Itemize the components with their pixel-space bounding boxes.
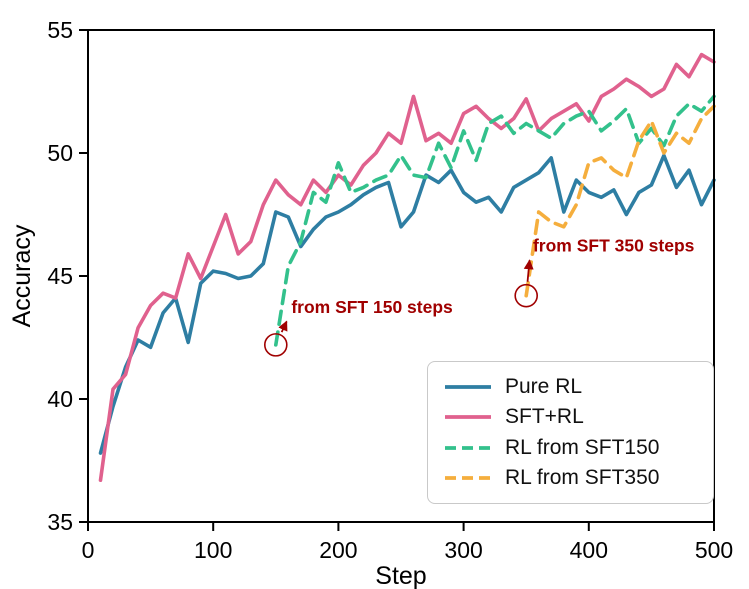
legend: Pure RL SFT+RL RL from SFT150 RL from SFT35… [427, 361, 714, 504]
legend-label: RL from SFT350 [505, 465, 660, 489]
legend-item-sft-rl: SFT+RL [444, 405, 697, 429]
legend-line-sample [445, 385, 491, 390]
x-tick-label: 400 [570, 537, 608, 563]
x-tick-label: 0 [82, 537, 95, 563]
axis-ticks: 0 100 200 300 400 500 35 40 45 50 55 [47, 17, 733, 563]
series-sft-rl [98, 52, 716, 483]
annotation-arrow [278, 320, 288, 333]
x-axis-label: Step [375, 562, 426, 589]
legend-line-sample [445, 475, 491, 480]
plot-frame [87, 29, 715, 523]
x-tick-label: 300 [444, 537, 482, 563]
legend-item-pure-rl: Pure RL [444, 375, 697, 399]
annotation-circle [514, 283, 539, 308]
x-tick-label: 100 [194, 537, 232, 563]
annotation-text: from SFT 150 steps [291, 297, 453, 317]
legend-label: SFT+RL [505, 405, 584, 429]
series-rl-from-sft350 [524, 104, 716, 298]
y-tick-label: 35 [47, 509, 73, 535]
series-lines [98, 52, 716, 483]
legend-label: Pure RL [505, 375, 583, 399]
y-tick-label: 55 [47, 17, 73, 43]
legend-line-sample [445, 415, 491, 420]
y-tick-label: 45 [47, 263, 73, 289]
series-rl-from-sft150 [273, 94, 716, 347]
legend-label: RL from SFT150 [505, 435, 660, 459]
annotation-circle [263, 333, 288, 357]
legend-item-rl-from-sft350: RL from SFT350 [444, 466, 697, 490]
series-pure-rl [98, 153, 716, 455]
annotation-arrow [523, 259, 534, 282]
y-tick-label: 40 [47, 386, 73, 412]
x-tick-label: 200 [319, 537, 357, 563]
x-tick-label: 500 [695, 537, 733, 563]
annotation-text: from SFT 350 steps [533, 235, 695, 255]
y-tick-label: 50 [47, 140, 73, 166]
legend-line-sample [445, 445, 491, 450]
annotations: from SFT 150 steps from SFT 350 steps [263, 235, 695, 357]
legend-item-rl-from-sft150: RL from SFT150 [444, 436, 697, 460]
y-axis-label: Accuracy [8, 224, 36, 327]
